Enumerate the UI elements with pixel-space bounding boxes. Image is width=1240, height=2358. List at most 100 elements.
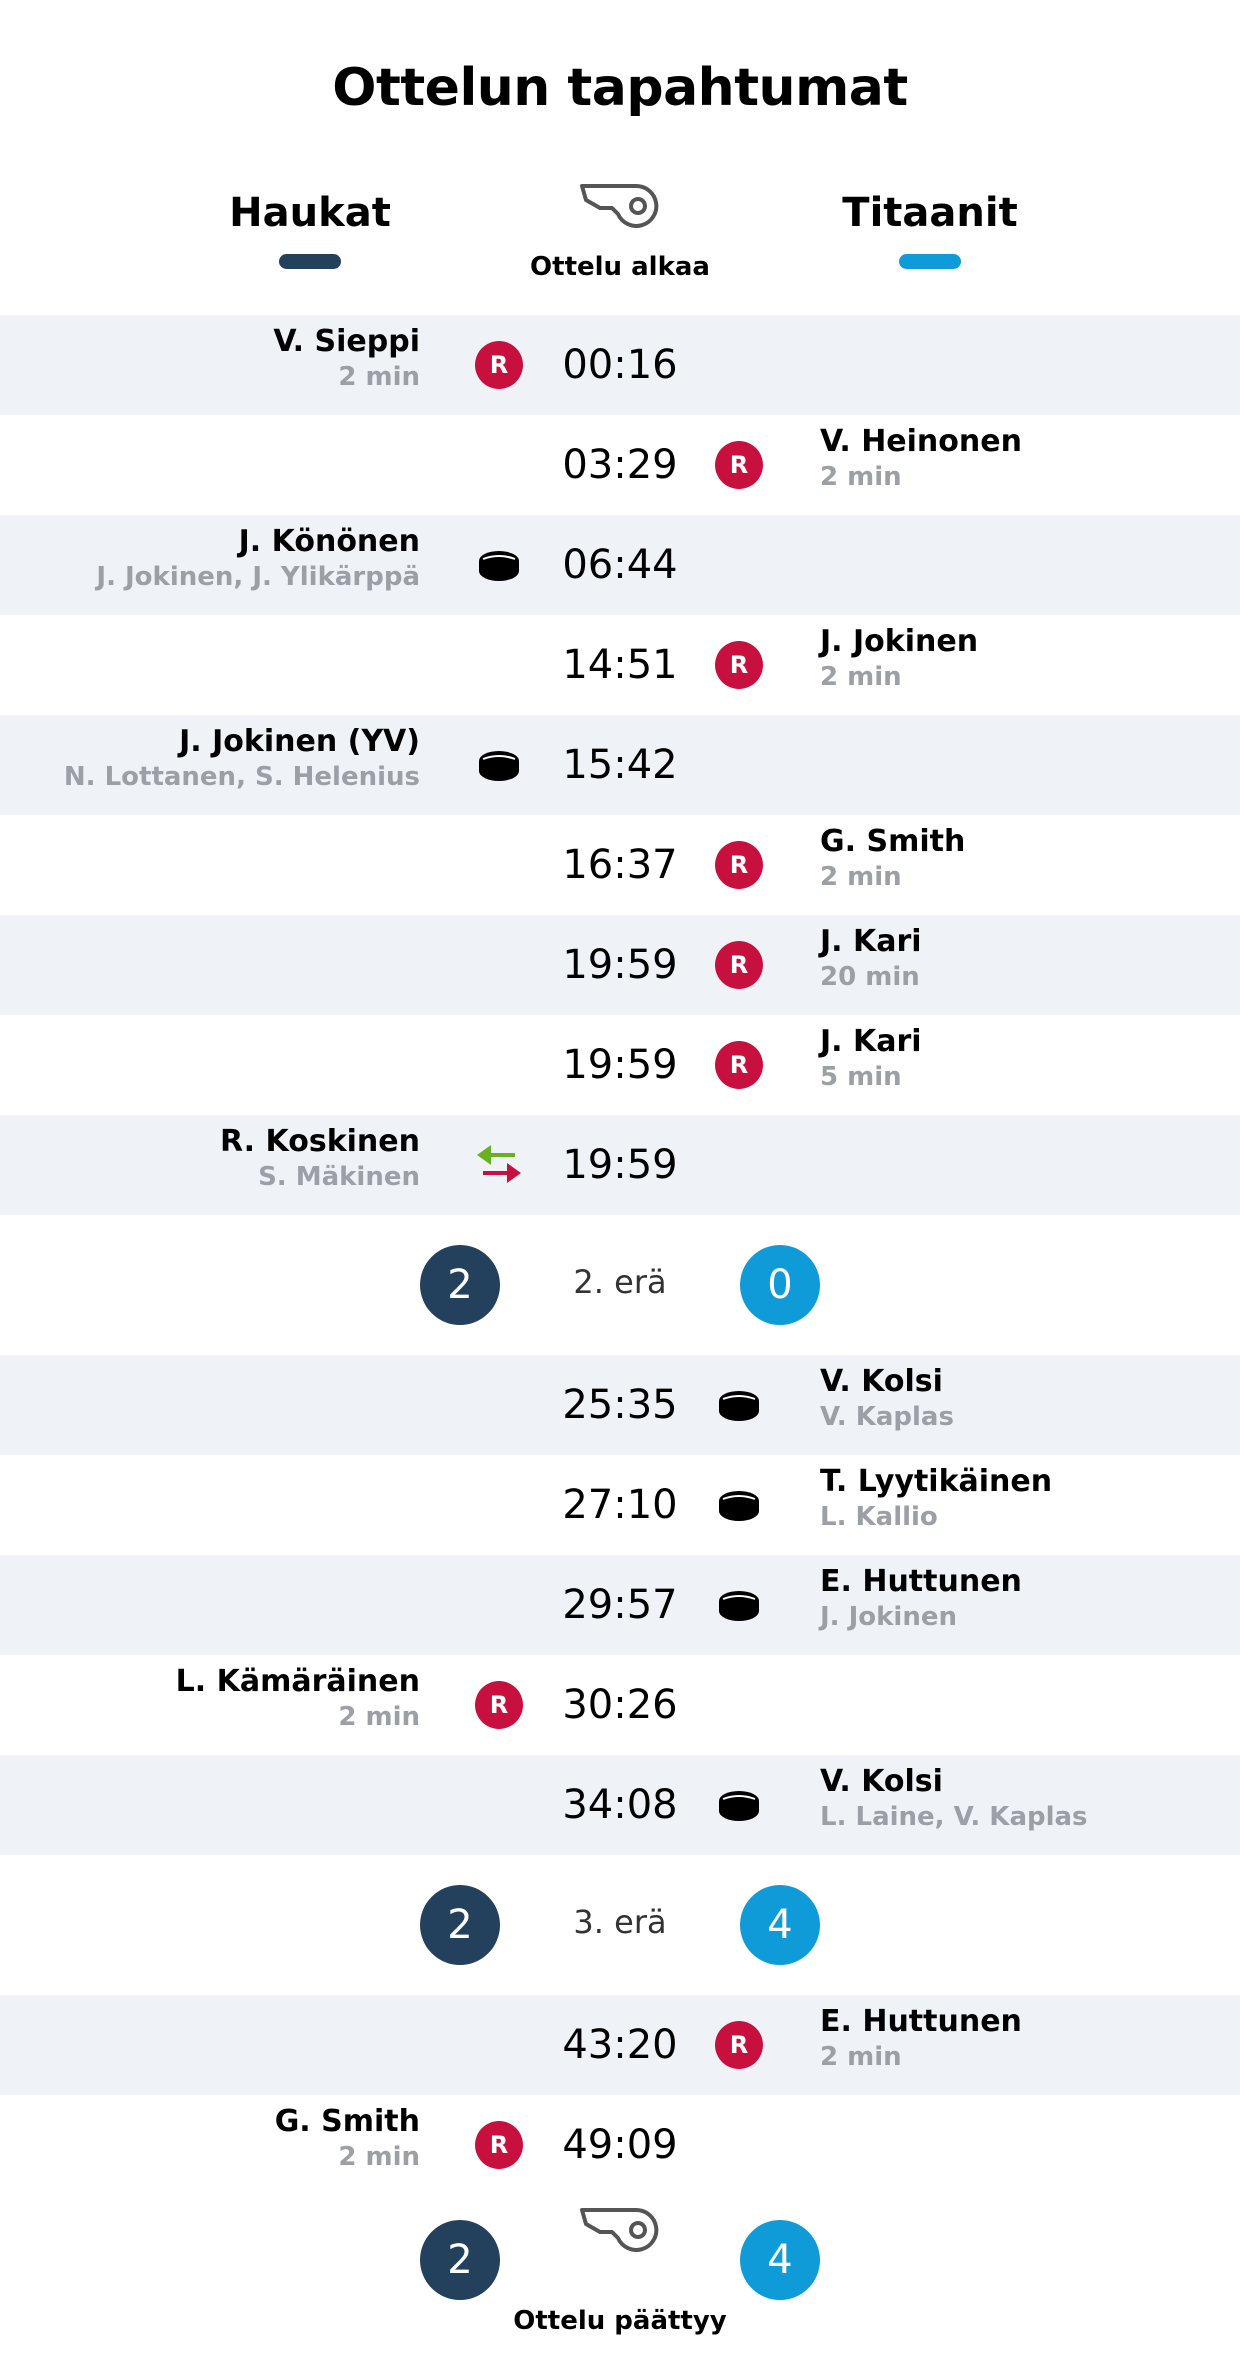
event-player-info: V. Heinonen 2 min bbox=[820, 423, 1022, 493]
event-player-name: L. Kämäräinen bbox=[175, 1664, 420, 1699]
event-time: 25:35 bbox=[562, 1382, 678, 1428]
period-home-score: 2 bbox=[420, 1245, 500, 1325]
event-player-info: G. Smith 2 min bbox=[275, 2103, 420, 2173]
event-player-name: G. Smith bbox=[274, 2104, 420, 2139]
event-player-info: E. Huttunen J. Jokinen bbox=[820, 1563, 1022, 1633]
match-start-label: Ottelu alkaa bbox=[530, 252, 710, 282]
event-time: 19:59 bbox=[562, 942, 678, 988]
event-time: 19:59 bbox=[562, 1042, 678, 1088]
penalty-icon: R bbox=[715, 641, 763, 689]
puck-icon bbox=[715, 1581, 763, 1629]
puck-icon bbox=[715, 1381, 763, 1429]
event-player-name: G. Smith bbox=[820, 824, 966, 859]
event-player-info: J. Kari 20 min bbox=[820, 923, 922, 993]
period-score-row: 2 3. erä 4 bbox=[0, 1875, 1240, 1975]
event-player-name: J. Jokinen (YV) bbox=[179, 724, 420, 759]
event-player-name: T. Lyytikäinen bbox=[820, 1464, 1053, 1499]
event-player-info: V. Sieppi 2 min bbox=[273, 323, 420, 393]
event-row: 00:16 V. Sieppi 2 min R bbox=[0, 315, 1240, 415]
event-player-name: V. Heinonen bbox=[820, 424, 1022, 459]
event-detail: 2 min bbox=[820, 862, 902, 892]
event-player-info: J. Kari 5 min bbox=[820, 1023, 922, 1093]
event-row: 14:51 J. Jokinen 2 min R bbox=[0, 615, 1240, 715]
page-title: Ottelun tapahtumat bbox=[332, 58, 908, 118]
event-detail: 2 min bbox=[338, 362, 420, 392]
home-team-name: Haukat bbox=[229, 190, 391, 236]
penalty-icon: R bbox=[715, 1041, 763, 1089]
penalty-icon: R bbox=[475, 2121, 523, 2169]
final-score-row: 2 4 bbox=[0, 2207, 1240, 2310]
event-time: 29:57 bbox=[562, 1582, 678, 1628]
penalty-icon: R bbox=[715, 941, 763, 989]
event-detail: V. Kaplas bbox=[820, 1402, 954, 1432]
event-time: 15:42 bbox=[562, 742, 678, 788]
event-player-name: J. Könönen bbox=[238, 524, 420, 559]
event-time: 43:20 bbox=[562, 2022, 678, 2068]
period-home-score: 2 bbox=[420, 1885, 500, 1965]
event-detail: 2 min bbox=[820, 662, 902, 692]
event-time: 27:10 bbox=[562, 1482, 678, 1528]
final-home-score: 2 bbox=[420, 2220, 500, 2300]
event-row: 15:42 J. Jokinen (YV) N. Lottanen, S. Hele… bbox=[0, 715, 1240, 815]
event-detail: N. Lottanen, S. Helenius bbox=[63, 762, 420, 792]
event-time: 16:37 bbox=[562, 842, 678, 888]
event-player-name: V. Kolsi bbox=[820, 1764, 943, 1799]
event-player-info: V. Kolsi V. Kaplas bbox=[820, 1363, 954, 1433]
home-team-color-bar bbox=[279, 254, 341, 269]
event-player-name: E. Huttunen bbox=[820, 1564, 1022, 1599]
event-detail: L. Laine, V. Kaplas bbox=[820, 1802, 1088, 1832]
period-label: 3. erä bbox=[573, 1903, 667, 1941]
event-player-name: E. Huttunen bbox=[820, 2004, 1022, 2039]
event-player-info: G. Smith 2 min bbox=[820, 823, 965, 893]
event-player-info: J. Könönen J. Jokinen, J. Ylikärppä bbox=[96, 523, 420, 593]
event-player-info: R. Koskinen S. Mäkinen bbox=[220, 1123, 420, 1193]
event-row: 16:37 G. Smith 2 min R bbox=[0, 815, 1240, 915]
puck-icon bbox=[475, 741, 523, 789]
event-time: 14:51 bbox=[562, 642, 678, 688]
whistle-icon bbox=[580, 2207, 659, 2252]
event-time: 49:09 bbox=[562, 2122, 678, 2168]
period-score-row: 2 2. erä 0 bbox=[0, 1235, 1240, 1335]
away-team-color-bar bbox=[899, 254, 961, 269]
event-player-name: R. Koskinen bbox=[220, 1124, 420, 1159]
event-player-info: L. Kämäräinen 2 min bbox=[176, 1663, 420, 1733]
puck-icon bbox=[715, 1481, 763, 1529]
penalty-icon: R bbox=[715, 2021, 763, 2069]
away-team-name: Titaanit bbox=[842, 190, 1018, 236]
event-row: 19:59 J. Kari 20 min R bbox=[0, 915, 1240, 1015]
event-detail: L. Kallio bbox=[820, 1502, 938, 1532]
event-row: 19:59 J. Kari 5 min R bbox=[0, 1015, 1240, 1115]
match-end-label: Ottelu päättyy bbox=[513, 2306, 727, 2336]
penalty-icon: R bbox=[715, 841, 763, 889]
event-player-name: V. Kolsi bbox=[820, 1364, 943, 1399]
event-player-name: J. Jokinen bbox=[820, 624, 979, 659]
event-row: 27:10 T. Lyytikäinen L. Kallio bbox=[0, 1455, 1240, 1555]
event-time: 06:44 bbox=[562, 542, 678, 588]
event-detail: 2 min bbox=[338, 1702, 420, 1732]
event-detail: 20 min bbox=[820, 962, 920, 992]
event-detail: 2 min bbox=[820, 2042, 902, 2072]
event-time: 03:29 bbox=[562, 442, 678, 488]
period-label: 2. erä bbox=[573, 1263, 667, 1301]
event-player-info: J. Jokinen 2 min bbox=[820, 623, 978, 693]
event-row: 25:35 V. Kolsi V. Kaplas bbox=[0, 1355, 1240, 1455]
event-row: 06:44 J. Könönen J. Jokinen, J. Ylikärppä bbox=[0, 515, 1240, 615]
event-player-name: J. Kari bbox=[820, 924, 922, 959]
event-row: 03:29 V. Heinonen 2 min R bbox=[0, 415, 1240, 515]
event-player-info: T. Lyytikäinen L. Kallio bbox=[820, 1463, 1052, 1533]
penalty-icon: R bbox=[475, 341, 523, 389]
event-detail: 5 min bbox=[820, 1062, 902, 1092]
event-detail: 2 min bbox=[338, 2142, 420, 2172]
whistle-icon bbox=[580, 183, 659, 228]
event-row: 49:09 G. Smith 2 min R bbox=[0, 2095, 1240, 2195]
event-player-info: J. Jokinen (YV) N. Lottanen, S. Helenius bbox=[64, 723, 420, 793]
final-away-score: 4 bbox=[740, 2220, 820, 2300]
event-time: 00:16 bbox=[562, 342, 678, 388]
event-row: 19:59 R. Koskinen S. Mäkinen bbox=[0, 1115, 1240, 1215]
event-player-name: V. Sieppi bbox=[273, 324, 420, 359]
penalty-icon: R bbox=[475, 1681, 523, 1729]
event-time: 34:08 bbox=[562, 1782, 678, 1828]
event-player-info: E. Huttunen 2 min bbox=[820, 2003, 1022, 2073]
puck-icon bbox=[715, 1781, 763, 1829]
event-row: 30:26 L. Kämäräinen 2 min R bbox=[0, 1655, 1240, 1755]
